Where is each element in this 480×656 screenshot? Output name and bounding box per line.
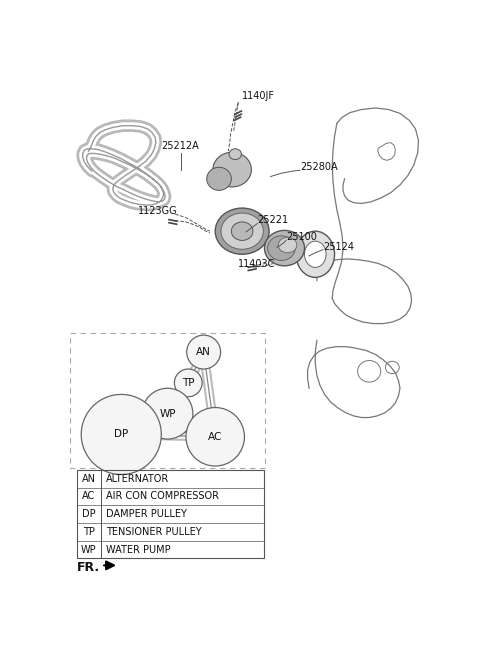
Text: 25212A: 25212A [162, 142, 199, 152]
Text: AN: AN [196, 347, 211, 357]
Text: 25221: 25221 [258, 215, 288, 224]
Text: TP: TP [182, 378, 194, 388]
Text: DAMPER PULLEY: DAMPER PULLEY [106, 509, 187, 519]
Text: 1123GG: 1123GG [138, 206, 178, 216]
Text: WATER PUMP: WATER PUMP [106, 544, 170, 554]
Circle shape [186, 407, 244, 466]
Text: FR.: FR. [77, 561, 100, 574]
Bar [71, 333, 265, 468]
Text: WP: WP [81, 544, 97, 554]
Text: TP: TP [83, 527, 95, 537]
Ellipse shape [213, 152, 252, 187]
Ellipse shape [215, 208, 269, 255]
Text: WP: WP [159, 409, 176, 419]
Text: AIR CON COMPRESSOR: AIR CON COMPRESSOR [106, 491, 219, 501]
Text: ALTERNATOR: ALTERNATOR [106, 474, 169, 483]
Ellipse shape [267, 236, 295, 260]
Text: 25280A: 25280A [300, 162, 337, 173]
Ellipse shape [229, 149, 241, 159]
Circle shape [174, 369, 202, 397]
Ellipse shape [207, 167, 231, 190]
Text: AC: AC [82, 491, 96, 501]
Ellipse shape [278, 237, 297, 253]
Text: TENSIONER PULLEY: TENSIONER PULLEY [106, 527, 202, 537]
Text: 1140JF: 1140JF [242, 91, 275, 100]
Ellipse shape [231, 222, 253, 240]
Text: 11403C: 11403C [238, 258, 276, 268]
Ellipse shape [304, 241, 326, 268]
Text: AC: AC [208, 432, 222, 441]
Ellipse shape [221, 213, 264, 249]
Ellipse shape [296, 231, 335, 277]
Circle shape [81, 394, 161, 474]
Ellipse shape [264, 230, 304, 266]
Text: DP: DP [114, 430, 128, 440]
Circle shape [142, 388, 193, 439]
Text: AN: AN [82, 474, 96, 483]
Circle shape [187, 335, 221, 369]
Text: 25100: 25100 [286, 232, 317, 242]
Text: 25124: 25124 [323, 241, 354, 252]
Text: DP: DP [82, 509, 96, 519]
Bar [77, 470, 264, 558]
